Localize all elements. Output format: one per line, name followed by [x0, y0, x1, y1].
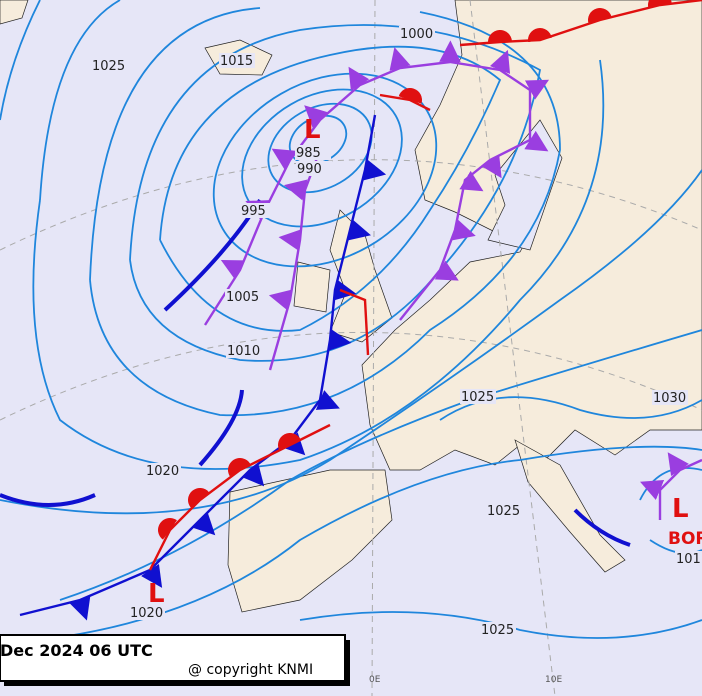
meridian-label: 0E — [369, 675, 381, 685]
label-background — [129, 605, 165, 620]
station-label: BOR — [668, 529, 702, 549]
label-background — [226, 343, 262, 358]
isobar-label: 1005 — [226, 290, 259, 305]
pressure-centre: L — [148, 579, 165, 609]
label-background — [399, 26, 435, 41]
isobar-label: 101 — [676, 552, 701, 567]
caption-copyright: @ copyright KNMI — [188, 662, 313, 678]
isobar-label: 1025 — [481, 623, 514, 638]
label-background — [225, 289, 261, 304]
isobar-label: 995 — [241, 204, 266, 219]
label-background — [480, 622, 516, 637]
isobar-label: 1025 — [461, 390, 494, 405]
label-background — [296, 161, 332, 176]
caption-time: Dec 2024 06 UTC — [0, 641, 153, 660]
label-background — [460, 389, 496, 404]
isobar-label: 1010 — [227, 344, 260, 359]
caption-box: Dec 2024 06 UTC @ copyright KNMI — [0, 634, 350, 686]
label-background — [295, 145, 331, 160]
pressure-centre: L — [304, 115, 321, 145]
label-background — [675, 551, 702, 566]
isobar-label: 1030 — [653, 391, 686, 406]
isobar-label: 990 — [297, 162, 322, 177]
isobar-label: 1000 — [400, 27, 433, 42]
label-background — [91, 58, 127, 73]
isobar-label: 985 — [296, 146, 321, 161]
isobar-label: 1025 — [92, 59, 125, 74]
label-background — [145, 463, 181, 478]
isobar-label: 1020 — [146, 464, 179, 479]
label-background — [240, 203, 276, 218]
label-background — [486, 503, 522, 518]
fronts — [0, 0, 702, 621]
pressure-centre: L — [672, 494, 689, 524]
isobar-label: 1015 — [220, 54, 253, 69]
isobar-label: 1020 — [130, 606, 163, 621]
meridian-label: 10E — [545, 675, 562, 685]
label-background — [219, 53, 255, 68]
label-background — [652, 390, 688, 405]
isobar-label: 1025 — [487, 504, 520, 519]
